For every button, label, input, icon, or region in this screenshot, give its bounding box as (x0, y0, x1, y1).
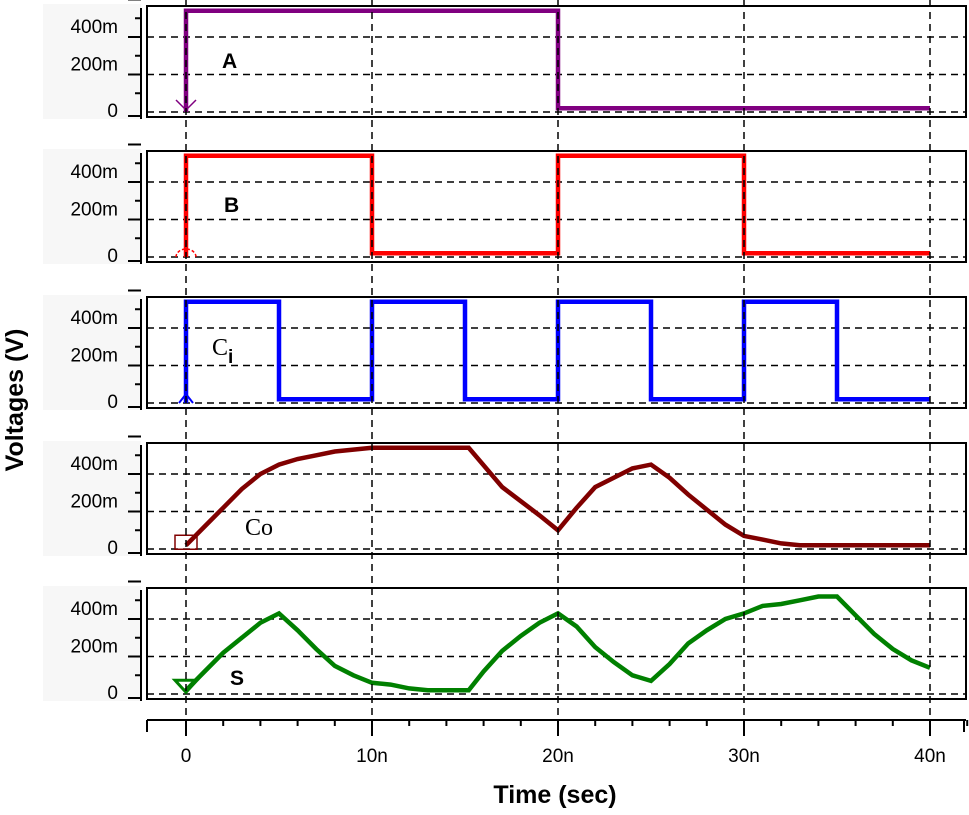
y-tick-label: 400m (70, 454, 118, 475)
y-tick-label: 0 (107, 392, 118, 413)
plot-frame (146, 587, 967, 700)
marker-triangle-down-icon (171, 678, 201, 695)
y-tick-label: 0 (107, 101, 118, 122)
series-line-S (184, 594, 931, 693)
tick-label-background (43, 441, 141, 556)
y-tick-label: 400m (70, 17, 118, 38)
y-tick-label: 200m (70, 200, 118, 221)
panel-Ci: 0 200m 400m Ci (43, 289, 967, 413)
marker-circle-icon (175, 248, 197, 258)
tick-label-background (43, 586, 141, 701)
y-tick-label: 200m (70, 492, 118, 513)
x-tick-label: 0 (181, 746, 192, 767)
series-line-A (183, 8, 930, 112)
x-tick-label: 10n (356, 746, 388, 767)
y-tick-label: 0 (107, 683, 118, 704)
y-tick-label: 200m (70, 55, 118, 76)
tick-label-background (43, 4, 141, 119)
panel-Co: 0 200m 400m Co (43, 435, 967, 559)
x-tick-label: 20n (542, 746, 574, 767)
series-label-S: S (230, 667, 244, 690)
series-label-Ci: Ci (212, 335, 233, 368)
marker-square-icon (174, 534, 198, 550)
panel-S: 0 200m 400m S (43, 580, 967, 704)
x-axis-title: Time (sec) (493, 781, 616, 809)
x-tick-label: 40n (914, 746, 946, 767)
series-label-Co: Co (245, 515, 273, 541)
x-tick-label: 30n (728, 746, 760, 767)
y-tick-label: 200m (70, 637, 118, 658)
y-tick-label: 200m (70, 346, 118, 367)
panel-B: 0 200m 400m B (43, 143, 967, 267)
y-tick-label: 0 (107, 246, 118, 267)
y-tick-label: 0 (107, 538, 118, 559)
panel-A: 0 200m 400m A (43, 0, 967, 122)
series-label-A: A (222, 50, 237, 73)
tick-label-background (43, 295, 141, 410)
tick-label-background (43, 149, 141, 264)
y-tick-label: 400m (70, 599, 118, 620)
y-tick-label: 400m (70, 308, 118, 329)
series-label-B: B (224, 194, 239, 217)
marker-triangle-icon (178, 392, 194, 404)
y-axis-title: Voltages (V) (1, 329, 29, 472)
x-axis: 0 10n 20n 30n 40n (146, 719, 969, 767)
y-tick-label: 400m (70, 162, 118, 183)
